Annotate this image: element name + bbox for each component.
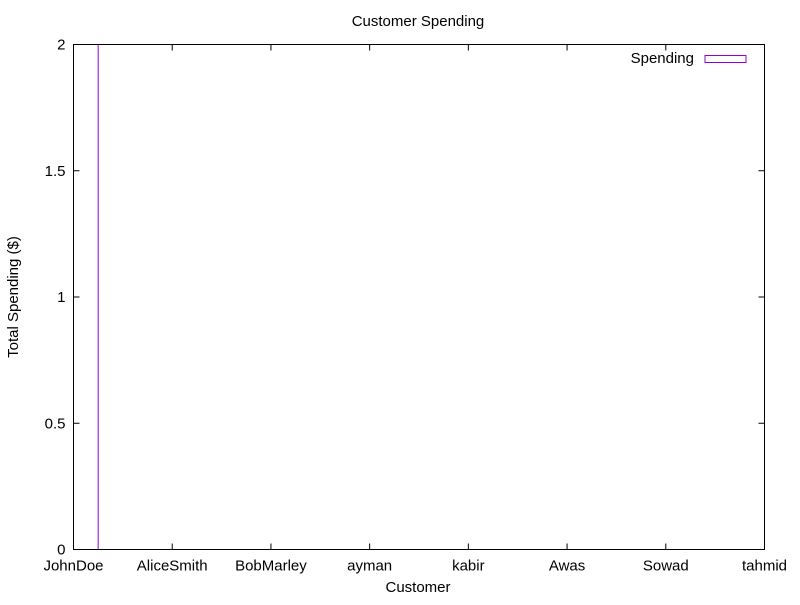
x-tick-label: ayman	[347, 558, 392, 575]
y-axis-label: Total Spending ($)	[5, 236, 22, 358]
legend: Spending	[631, 50, 747, 67]
x-tick-label: tahmid	[742, 558, 787, 575]
x-tick-label: Awas	[549, 558, 585, 575]
y-tick-label: 2	[57, 37, 65, 54]
x-tick-label: AliceSmith	[137, 558, 208, 575]
legend-label-spending: Spending	[631, 50, 694, 67]
x-tick-label: JohnDoe	[43, 558, 103, 575]
x-axis-label: Customer	[385, 579, 450, 596]
x-tick-label: kabir	[452, 558, 485, 575]
y-tick-label: 0.5	[45, 415, 66, 432]
chart-title: Customer Spending	[352, 13, 485, 30]
x-tick-label: Sowad	[643, 558, 689, 575]
y-tick-label: 0	[57, 542, 65, 559]
x-tick-label: BobMarley	[235, 558, 307, 575]
y-tick-label: 1	[57, 289, 65, 306]
y-tick-label: 1.5	[45, 163, 66, 180]
legend-swatch-spending	[704, 55, 747, 63]
